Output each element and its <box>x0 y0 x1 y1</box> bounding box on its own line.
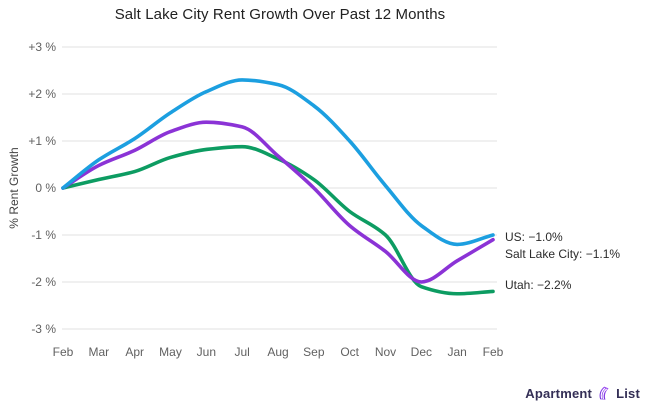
y-tick-label: +1 % <box>28 134 56 148</box>
x-tick-label: Oct <box>340 345 359 359</box>
y-tick-label: 0 % <box>35 181 56 195</box>
series-line-salt-lake-city <box>61 120 495 284</box>
x-tick-label: Feb <box>52 345 74 359</box>
apartment-list-logo-icon <box>596 385 612 401</box>
x-tick-label: Dec <box>410 345 432 359</box>
x-tick-label: Jul <box>234 345 250 359</box>
logo-word-list: List <box>616 385 640 401</box>
x-tick-label: Aug <box>267 345 289 359</box>
annotation-utah: Utah: −2.2% <box>505 278 572 292</box>
annotation-salt-lake-city: Salt Lake City: −1.1% <box>505 247 621 261</box>
x-tick-label: Nov <box>374 345 397 359</box>
x-tick-label: Jan <box>447 345 467 359</box>
x-tick-label: Apr <box>125 345 144 359</box>
y-tick-label: +3 % <box>28 40 56 54</box>
series-line-us <box>61 78 495 247</box>
x-tick-label: May <box>159 345 182 359</box>
x-tick-label: Mar <box>88 345 110 359</box>
y-tick-label: +2 % <box>28 87 56 101</box>
y-tick-label: -3 % <box>31 322 56 336</box>
y-tick-label: -2 % <box>31 275 56 289</box>
annotation-us: US: −1.0% <box>505 230 563 244</box>
y-tick-label: -1 % <box>31 228 56 242</box>
chart-title: Salt Lake City Rent Growth Over Past 12 … <box>114 6 446 23</box>
series-line-utah <box>61 144 495 296</box>
x-tick-label: Feb <box>482 345 504 359</box>
x-tick-label: Sep <box>303 345 325 359</box>
apartment-list-logo: Apartment List <box>525 385 640 401</box>
logo-word-apartment: Apartment <box>525 385 593 401</box>
x-tick-label: Jun <box>196 345 216 359</box>
